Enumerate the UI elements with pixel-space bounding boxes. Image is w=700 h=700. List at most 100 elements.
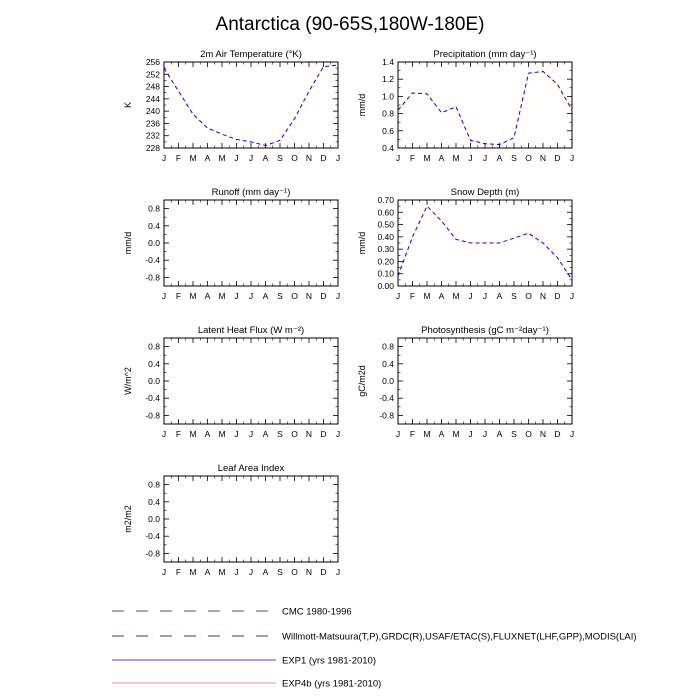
- y-tick-label: -0.4: [379, 393, 394, 403]
- y-tick-label: 1.2: [382, 74, 394, 84]
- x-tick-label: M: [452, 429, 459, 439]
- x-tick-label: J: [249, 153, 253, 163]
- y-axis-label: mm/d: [123, 232, 133, 255]
- plot-frame: [163, 199, 339, 287]
- x-tick-label: M: [218, 291, 225, 301]
- y-tick-label: 0.00: [377, 281, 394, 291]
- y-tick-label: 232: [146, 131, 160, 141]
- x-tick-label: O: [291, 153, 298, 163]
- y-tick-label: 0.50: [377, 220, 394, 230]
- x-tick-label: J: [468, 291, 472, 301]
- y-tick-label: -0.8: [379, 410, 394, 420]
- x-tick-label: M: [218, 567, 225, 577]
- x-tick-label: S: [511, 291, 517, 301]
- panel-title: Precipitation (mm day⁻¹): [433, 49, 536, 60]
- x-tick-label: J: [336, 567, 340, 577]
- panel-title: 2m Air Temperature (°K): [200, 49, 302, 60]
- x-tick-label: D: [320, 153, 326, 163]
- y-tick-label: 228: [146, 143, 160, 153]
- plot-frame: [163, 337, 339, 425]
- y-tick-label: 1.0: [382, 91, 394, 101]
- x-tick-label: O: [525, 429, 532, 439]
- y-tick-label: 0.0: [148, 238, 160, 248]
- x-tick-label: S: [277, 291, 283, 301]
- legend-label-4: EXP4b (yrs 1981-2010): [282, 679, 381, 690]
- x-tick-label: J: [570, 291, 574, 301]
- legend-label-2: Willmott-Matsuura(T,P),GRDC(R),USAF/ETAC…: [282, 632, 637, 643]
- y-tick-label: 0.30: [377, 244, 394, 254]
- x-tick-label: J: [162, 153, 166, 163]
- y-axis-label: gC/m2d: [357, 365, 367, 397]
- x-tick-label: F: [176, 153, 181, 163]
- x-tick-label: M: [189, 429, 196, 439]
- x-tick-label: F: [410, 429, 415, 439]
- x-tick-label: J: [234, 567, 238, 577]
- x-tick-label: J: [336, 291, 340, 301]
- x-tick-label: J: [234, 153, 238, 163]
- x-tick-label: J: [162, 291, 166, 301]
- x-tick-label: S: [277, 429, 283, 439]
- x-tick-label: M: [423, 153, 430, 163]
- panels: 2m Air Temperature (°K)J F M A M J J A S O N D J2282…: [123, 49, 574, 577]
- panel-4: Snow Depth (m)J F M A M J J A S O N D J0.000.100.200…: [357, 187, 574, 301]
- x-tick-label: N: [540, 153, 546, 163]
- x-tick-label: A: [263, 153, 269, 163]
- panel-6: Photosynthesis (gC m⁻²day⁻¹)J F M A M J J A S O N D…: [357, 325, 574, 439]
- x-tick-label: A: [497, 291, 503, 301]
- x-tick-label: A: [205, 153, 211, 163]
- y-tick-label: 0.20: [377, 256, 394, 266]
- x-tick-label: A: [439, 429, 445, 439]
- plot-frame: [397, 61, 573, 149]
- x-tick-label: M: [452, 291, 459, 301]
- x-tick-label: D: [554, 153, 560, 163]
- x-tick-label: N: [540, 291, 546, 301]
- y-tick-label: 0.8: [382, 109, 394, 119]
- legend-label-1: CMC 1980-1996: [282, 607, 352, 618]
- y-tick-label: 0.70: [377, 195, 394, 205]
- panel-3: Runoff (mm day⁻¹)J F M A M J J A S O N D J-0.8-0.40.…: [123, 187, 340, 301]
- x-tick-label: O: [291, 291, 298, 301]
- x-tick-label: D: [554, 429, 560, 439]
- y-tick-label: -0.8: [145, 548, 160, 558]
- y-tick-label: 0.8: [148, 342, 160, 352]
- series-line-1: [397, 205, 573, 281]
- panel-title: Leaf Area Index: [218, 463, 285, 474]
- x-tick-label: A: [497, 153, 503, 163]
- legend-label-3: EXP1 (yrs 1981-2010): [282, 656, 376, 667]
- x-tick-label: A: [439, 153, 445, 163]
- x-tick-label: J: [570, 153, 574, 163]
- x-tick-label: J: [396, 291, 400, 301]
- y-tick-label: 1.4: [382, 57, 394, 67]
- x-tick-label: J: [336, 153, 340, 163]
- y-tick-label: -0.8: [145, 272, 160, 282]
- panel-title: Photosynthesis (gC m⁻²day⁻¹): [421, 325, 549, 336]
- x-tick-label: O: [291, 567, 298, 577]
- x-tick-label: S: [511, 429, 517, 439]
- y-axis-label: m2/m2: [123, 505, 133, 533]
- x-tick-label: J: [483, 291, 487, 301]
- x-tick-label: A: [263, 291, 269, 301]
- y-tick-label: 248: [146, 82, 160, 92]
- x-tick-label: O: [525, 153, 532, 163]
- y-tick-label: 0.8: [148, 204, 160, 214]
- x-tick-label: D: [320, 429, 326, 439]
- y-tick-label: 0.8: [382, 342, 394, 352]
- x-tick-label: N: [540, 429, 546, 439]
- y-tick-label: 0.0: [148, 514, 160, 524]
- x-tick-label: M: [218, 153, 225, 163]
- y-tick-label: 0.10: [377, 269, 394, 279]
- x-tick-label: J: [396, 429, 400, 439]
- x-tick-label: J: [468, 153, 472, 163]
- y-tick-label: 0.4: [148, 221, 160, 231]
- x-tick-label: M: [452, 153, 459, 163]
- x-tick-label: J: [483, 153, 487, 163]
- x-tick-label: F: [176, 567, 181, 577]
- x-tick-label: F: [410, 291, 415, 301]
- x-tick-label: A: [205, 567, 211, 577]
- x-tick-label: S: [277, 567, 283, 577]
- x-tick-label: A: [263, 429, 269, 439]
- y-axis-label: K: [123, 102, 133, 108]
- panel-title: Runoff (mm day⁻¹): [212, 187, 291, 198]
